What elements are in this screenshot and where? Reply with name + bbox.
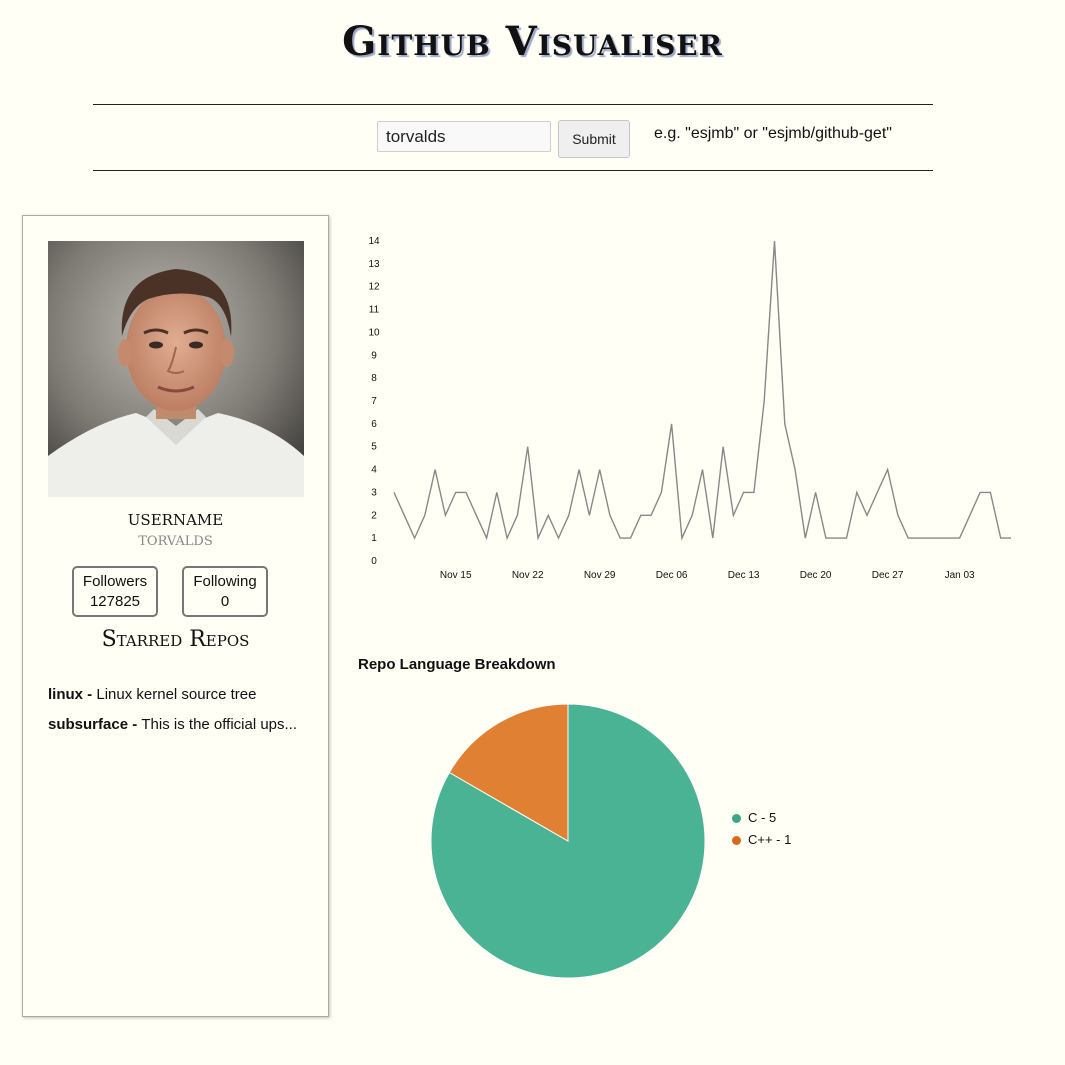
repo-description: This is the official ups... <box>141 716 298 733</box>
search-input[interactable] <box>377 121 551 152</box>
pie-chart-title: Repo Language Breakdown <box>358 656 556 673</box>
y-tick-label: 6 <box>371 419 377 430</box>
activity-series-line <box>393 240 1011 541</box>
x-tick-label: Jan 03 <box>945 570 975 581</box>
y-tick-label: 10 <box>368 327 380 338</box>
legend-item-cpp: C++ - 1 <box>732 830 791 852</box>
y-tick-label: 12 <box>368 282 380 293</box>
x-tick-label: Nov 29 <box>584 570 616 581</box>
x-tick-label: Dec 13 <box>728 570 760 581</box>
bottom-divider <box>93 170 933 171</box>
y-tick-label: 7 <box>371 396 377 407</box>
y-tick-label: 3 <box>371 487 377 498</box>
y-tick-label: 11 <box>369 305 380 316</box>
following-count: 0 <box>220 593 230 610</box>
language-pie-chart <box>430 703 706 979</box>
page-title: Github Visualiser <box>342 18 723 65</box>
legend-label-cpp: C++ - 1 <box>748 832 792 847</box>
y-tick-label: 4 <box>371 465 377 476</box>
pie-legend: C - 5 C++ - 1 <box>732 808 791 852</box>
following-label: Following <box>193 573 257 590</box>
x-tick-label: Dec 27 <box>872 570 904 581</box>
avatar <box>48 241 304 497</box>
repo-name[interactable]: subsurface <box>48 716 129 733</box>
x-tick-label: Nov 22 <box>512 570 544 581</box>
legend-swatch-c <box>732 814 741 824</box>
repo-description: Linux kernel source tree <box>96 686 257 703</box>
x-tick-label: Dec 06 <box>656 570 688 581</box>
y-tick-label: 8 <box>371 373 377 384</box>
legend-label-c: C - 5 <box>748 810 777 825</box>
x-tick-label: Dec 20 <box>800 570 832 581</box>
followers-label: Followers <box>82 573 148 590</box>
username-label: USERNAME <box>127 511 224 529</box>
starred-repo-subsurface[interactable]: subsurface - This is the official ups... <box>48 716 318 733</box>
legend-swatch-cpp <box>732 836 741 846</box>
starred-repos-title: Starred Repos <box>101 627 250 652</box>
followers-box: Followers 127825 <box>72 566 158 617</box>
starred-repo-linux[interactable]: linux - Linux kernel source tree <box>48 686 318 703</box>
profile-card: USERNAME TORVALDS Followers 127825 Follo… <box>22 215 329 1017</box>
x-tick-label: Nov 15 <box>440 570 472 581</box>
y-tick-label: 5 <box>371 442 377 453</box>
y-tick-label: 1 <box>371 533 377 544</box>
repo-separator: - <box>128 716 142 733</box>
followers-count: 127825 <box>89 593 141 610</box>
avatar-photo <box>48 241 304 497</box>
y-tick-label: 0 <box>371 556 377 567</box>
repo-separator: - <box>83 686 97 703</box>
legend-item-c: C - 5 <box>732 808 791 830</box>
y-tick-label: 2 <box>371 510 377 521</box>
y-tick-label: 13 <box>368 259 380 270</box>
username-value: TORVALDS <box>138 534 213 549</box>
submit-button[interactable]: Submit <box>558 120 630 158</box>
top-divider <box>93 104 933 105</box>
y-tick-label: 14 <box>368 236 380 247</box>
repo-name[interactable]: linux <box>48 686 84 703</box>
following-box: Following 0 <box>182 566 268 617</box>
pie-slice-cpp <box>448 703 569 842</box>
y-tick-label: 9 <box>371 350 377 361</box>
search-hint: e.g. "esjmb" or "esjmb/github-get" <box>654 125 892 142</box>
